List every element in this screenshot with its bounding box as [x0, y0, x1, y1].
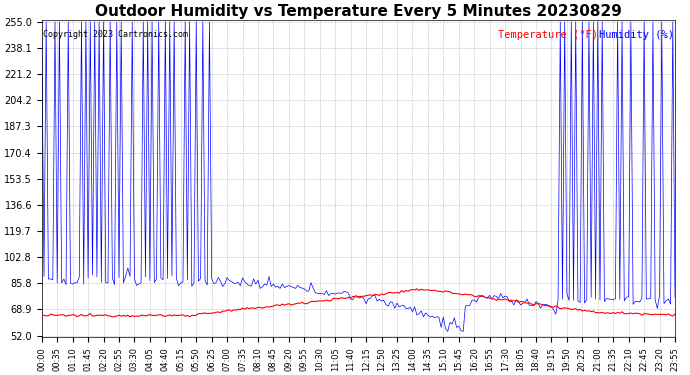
Title: Outdoor Humidity vs Temperature Every 5 Minutes 20230829: Outdoor Humidity vs Temperature Every 5 …	[95, 4, 622, 19]
Text: Copyright 2023 Cartronics.com: Copyright 2023 Cartronics.com	[43, 30, 188, 39]
Text: Humidity (%): Humidity (%)	[599, 30, 674, 40]
Text: Temperature (°F): Temperature (°F)	[497, 30, 598, 40]
